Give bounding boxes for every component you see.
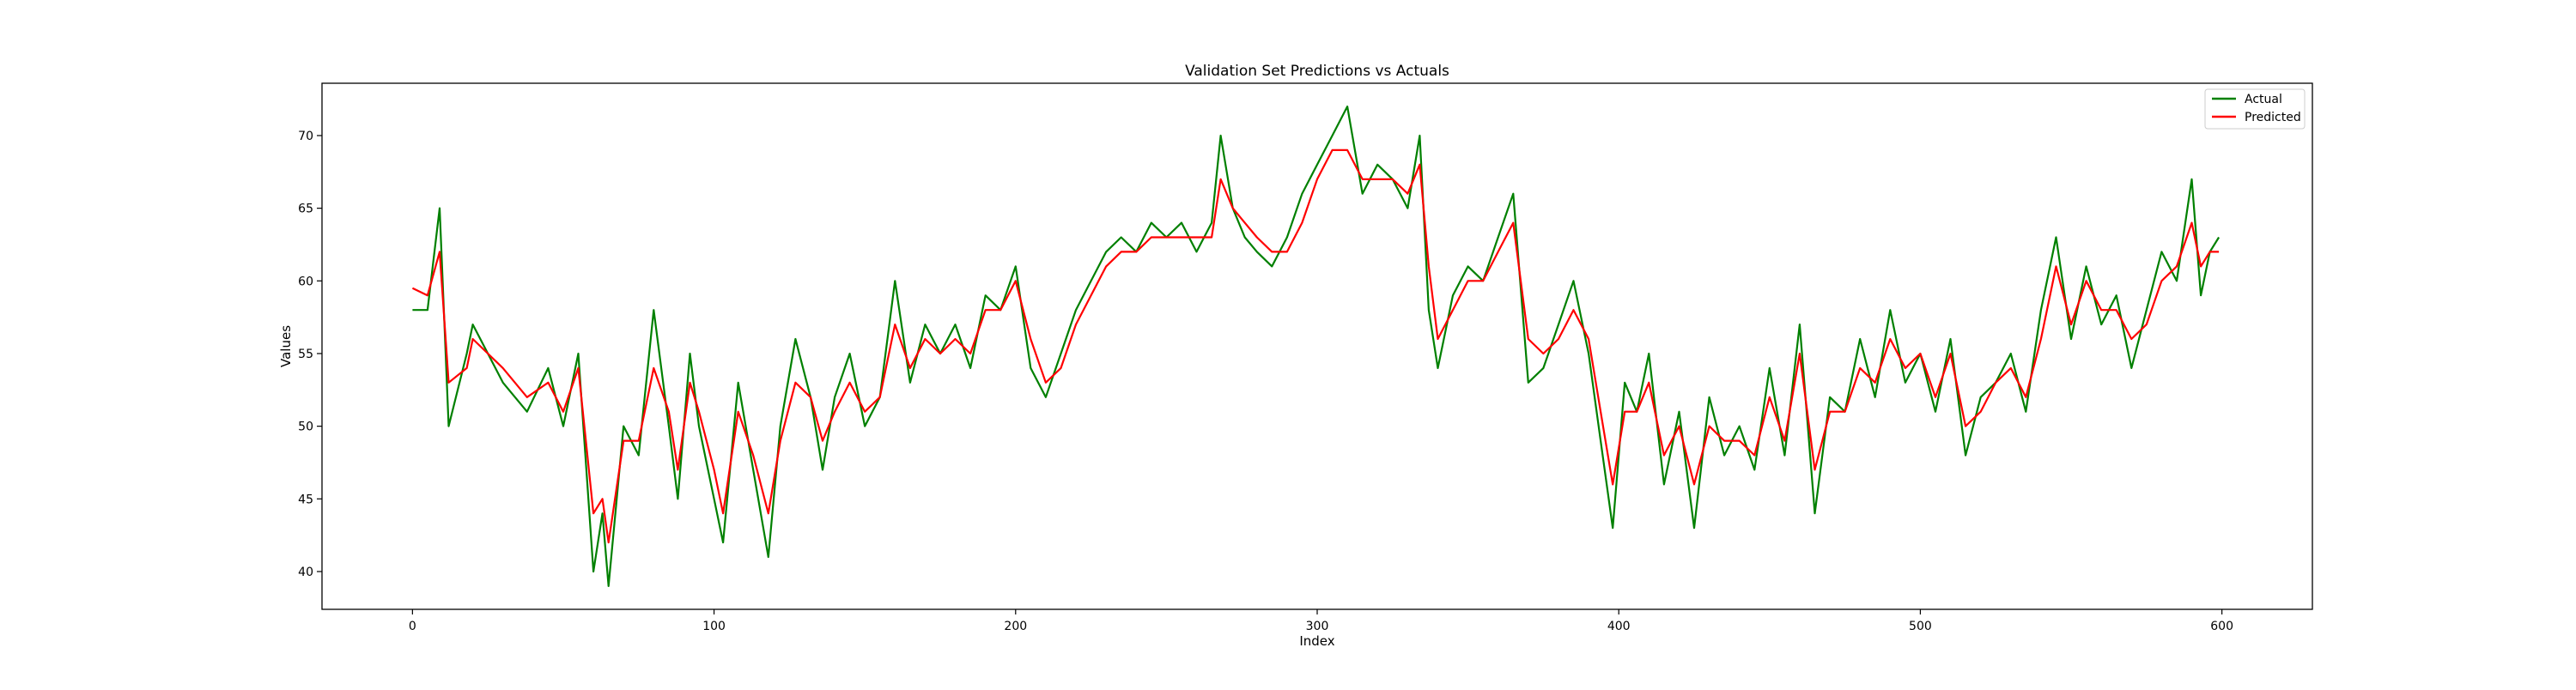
x-tick-label: 400 (1607, 620, 1631, 633)
y-tick-label: 55 (298, 348, 313, 361)
x-tick-label: 200 (1004, 620, 1027, 633)
y-tick-label: 65 (298, 203, 313, 216)
y-axis: 40 45 50 55 60 65 70 (298, 130, 322, 579)
chart-title: Validation Set Predictions vs Actuals (1185, 63, 1449, 80)
legend: Actual Predicted (2204, 88, 2306, 130)
x-tick-label: 600 (2210, 620, 2233, 633)
x-tick-label: 500 (1909, 620, 1932, 633)
x-tick-label: 0 (409, 620, 416, 633)
y-tick-label: 40 (298, 566, 313, 579)
x-axis: 0 100 200 300 400 500 600 (409, 609, 2233, 633)
y-tick-label: 45 (298, 493, 313, 506)
series-line-actual (412, 105, 2221, 588)
x-tick-label: 300 (1306, 620, 1329, 633)
legend-label-predicted: Predicted (2245, 111, 2301, 124)
series-line-predicted (411, 148, 2220, 544)
plot-area-frame (321, 82, 2313, 610)
x-axis-label: Index (1299, 633, 1334, 649)
x-tick-label: 100 (702, 620, 726, 633)
y-tick-label: 60 (298, 275, 313, 288)
legend-label-actual: Actual (2245, 93, 2282, 106)
plot-series (411, 105, 2221, 588)
y-axis-label: Values (278, 325, 294, 367)
y-tick-label: 70 (298, 130, 313, 143)
y-tick-label: 50 (298, 421, 313, 434)
